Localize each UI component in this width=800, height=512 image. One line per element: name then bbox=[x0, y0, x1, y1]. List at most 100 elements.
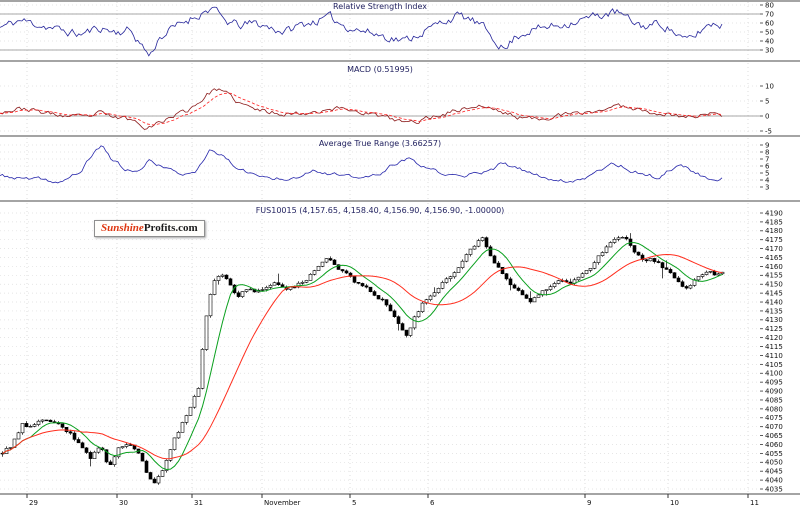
y-axis-label: 6 bbox=[765, 162, 770, 170]
candle-body bbox=[544, 289, 549, 292]
candle-body bbox=[188, 406, 193, 416]
y-axis-label: 4145 bbox=[765, 290, 783, 298]
candle-body bbox=[668, 269, 673, 274]
y-axis-label: 80 bbox=[765, 1, 774, 9]
candle-body bbox=[316, 265, 321, 271]
x-axis-label: 30 bbox=[119, 499, 128, 507]
y-axis-label: 4110 bbox=[765, 352, 783, 360]
candle-body bbox=[608, 242, 613, 248]
candle-body bbox=[500, 266, 505, 274]
candle-body bbox=[124, 444, 129, 447]
candle-body bbox=[436, 287, 441, 293]
y-axis-label: 40 bbox=[765, 37, 774, 45]
candle-body bbox=[576, 276, 581, 281]
candle-body bbox=[464, 254, 469, 262]
candle-body bbox=[708, 270, 713, 273]
y-axis-label: 4155 bbox=[765, 272, 783, 280]
candle-body bbox=[80, 442, 85, 449]
candle-body bbox=[68, 431, 73, 434]
candle-body bbox=[444, 278, 449, 283]
macd-signal-line bbox=[0, 92, 723, 126]
candle-body bbox=[472, 245, 477, 250]
candle-body bbox=[652, 258, 657, 262]
candle-body bbox=[388, 304, 393, 312]
candle-body bbox=[324, 258, 329, 263]
candle-body bbox=[392, 310, 397, 317]
y-axis-label: 5 bbox=[765, 97, 769, 105]
candle-body bbox=[76, 439, 81, 444]
x-axis-label: 29 bbox=[29, 499, 38, 507]
candle-body bbox=[604, 246, 609, 253]
candle-body bbox=[620, 237, 625, 239]
candle-body bbox=[200, 349, 205, 389]
y-axis-label: 4120 bbox=[765, 334, 783, 342]
candle-body bbox=[48, 419, 53, 423]
candle-body bbox=[40, 419, 45, 422]
candle-body bbox=[524, 294, 529, 299]
y-axis-label: 4090 bbox=[765, 387, 783, 395]
candle-body bbox=[456, 267, 461, 273]
candle-body bbox=[220, 274, 225, 277]
candle-body bbox=[416, 311, 421, 318]
candle-body bbox=[632, 245, 637, 253]
y-axis-label: 4040 bbox=[765, 476, 783, 484]
candle-body bbox=[592, 262, 597, 269]
y-axis-label: 8 bbox=[765, 148, 769, 156]
x-axis-label: 11 bbox=[750, 499, 759, 507]
candle-body bbox=[452, 272, 457, 278]
candle-body bbox=[484, 237, 489, 248]
candle-body bbox=[684, 286, 689, 289]
candle-body bbox=[420, 302, 425, 313]
candle-body bbox=[96, 447, 101, 453]
candle-body bbox=[480, 237, 485, 241]
x-axis-label: November bbox=[264, 499, 301, 507]
candle-body bbox=[412, 316, 417, 329]
candle-body bbox=[248, 288, 253, 291]
y-axis-label: 70 bbox=[765, 10, 774, 18]
candle-body bbox=[712, 270, 717, 276]
candle-body bbox=[580, 273, 585, 278]
candle-body bbox=[528, 298, 533, 303]
candle-body bbox=[272, 282, 277, 286]
candle-body bbox=[504, 273, 509, 280]
candle-body bbox=[408, 327, 413, 336]
candle-body bbox=[36, 420, 41, 425]
y-axis-label: 4035 bbox=[765, 485, 783, 493]
candle-body bbox=[344, 270, 349, 274]
candle-body bbox=[640, 254, 645, 261]
candle-body bbox=[244, 289, 249, 292]
candle-body bbox=[84, 447, 89, 453]
candle-body bbox=[176, 431, 181, 439]
candle-body bbox=[672, 272, 677, 279]
candle-body bbox=[512, 284, 517, 289]
candle-body bbox=[172, 437, 177, 450]
candle-body bbox=[64, 426, 69, 432]
y-axis-label: 4150 bbox=[765, 281, 783, 289]
y-axis-label: 4175 bbox=[765, 236, 783, 244]
candle-body bbox=[160, 470, 165, 477]
y-axis-label: 4085 bbox=[765, 396, 783, 404]
y-axis-label: 7 bbox=[765, 155, 769, 163]
y-axis-label: 4180 bbox=[765, 227, 783, 235]
candle-body bbox=[180, 422, 185, 433]
y-axis-label: 4170 bbox=[765, 245, 783, 253]
y-axis-label: 4055 bbox=[765, 450, 783, 458]
candle-body bbox=[476, 240, 481, 247]
candle-body bbox=[72, 432, 77, 440]
candle-body bbox=[232, 284, 237, 294]
x-axis-label: 9 bbox=[587, 499, 591, 507]
watermark-brand-profits: Profits.com bbox=[143, 222, 198, 234]
ma-fast-line bbox=[2, 242, 723, 471]
candle-body bbox=[520, 290, 525, 296]
candle-body bbox=[700, 274, 705, 277]
candle-body bbox=[716, 273, 721, 276]
candle-body bbox=[648, 258, 653, 262]
candle-body bbox=[396, 316, 401, 324]
y-axis-label: 0 bbox=[765, 112, 769, 120]
x-axis-label: 31 bbox=[194, 499, 203, 507]
candle-body bbox=[340, 269, 345, 272]
candle-body bbox=[468, 248, 473, 255]
candle-body bbox=[144, 460, 149, 473]
candle-body bbox=[404, 329, 409, 336]
candle-body bbox=[516, 287, 521, 291]
